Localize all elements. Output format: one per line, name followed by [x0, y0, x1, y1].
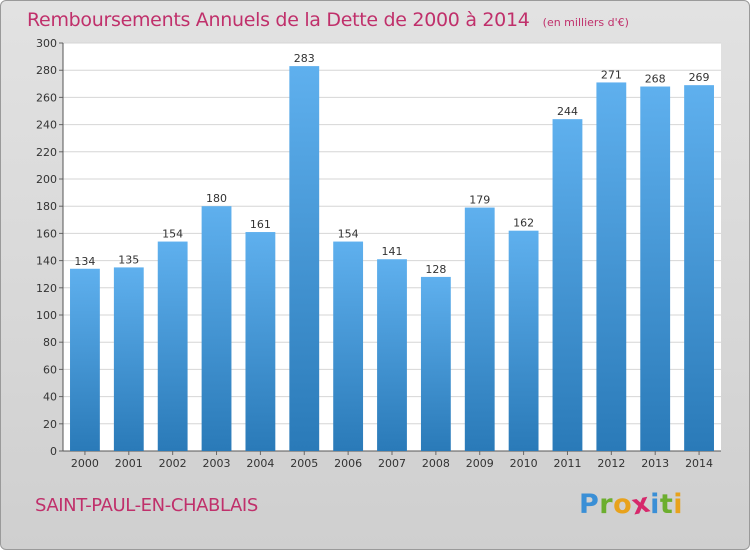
chart-unit-note: (en milliers d'€): [542, 16, 629, 29]
bar: [377, 259, 407, 451]
x-tick-label: 2003: [203, 457, 231, 470]
y-tick-label: 220: [36, 146, 57, 159]
bar: [640, 86, 671, 452]
data-label: 161: [250, 218, 271, 231]
x-tick-label: 2000: [71, 457, 99, 470]
data-label: 180: [206, 192, 227, 205]
data-label: 154: [162, 228, 183, 241]
data-label: 162: [513, 217, 534, 230]
logo-letter: t: [659, 489, 674, 520]
y-tick-label: 120: [36, 282, 57, 295]
x-tick-label: 2004: [246, 457, 274, 470]
data-label: 244: [557, 105, 578, 118]
y-tick-label: 100: [36, 309, 57, 322]
y-tick-label: 40: [43, 391, 57, 404]
bar: [113, 267, 144, 451]
x-tick-label: 2001: [115, 457, 143, 470]
y-tick-label: 260: [36, 91, 57, 104]
x-tick-label: 2014: [685, 457, 713, 470]
bar: [596, 82, 627, 451]
logo-letter: i: [650, 489, 660, 520]
bar: [420, 276, 451, 451]
data-label: 154: [338, 228, 359, 241]
x-tick-label: 2002: [159, 457, 187, 470]
x-tick-label: 2013: [641, 457, 669, 470]
x-tick-label: 2005: [290, 457, 318, 470]
data-label: 179: [469, 194, 490, 207]
data-label: 141: [382, 245, 403, 258]
bar: [684, 85, 714, 451]
y-tick-label: 300: [36, 37, 57, 50]
y-tick-label: 80: [43, 336, 57, 349]
y-tick-label: 240: [36, 119, 57, 132]
commune-name: SAINT-PAUL-EN-CHABLAIS: [35, 495, 258, 516]
logo-letter: P: [579, 489, 600, 520]
y-tick-label: 0: [50, 445, 57, 458]
chart-title: Remboursements Annuels de la Dette de 20…: [27, 9, 530, 31]
x-tick-label: 2012: [597, 457, 625, 470]
logo-letter: r: [599, 489, 614, 520]
y-tick-label: 60: [43, 363, 57, 376]
y-tick-label: 20: [43, 418, 57, 431]
x-tick-label: 2009: [466, 457, 494, 470]
x-tick-label: 2011: [553, 457, 581, 470]
bar: [245, 232, 276, 451]
data-label: 283: [294, 52, 315, 65]
data-label: 269: [689, 71, 710, 84]
bar: [552, 119, 583, 451]
y-tick-label: 160: [36, 227, 57, 240]
bar: [157, 241, 188, 451]
data-label: 128: [425, 263, 446, 276]
x-tick-label: 2008: [422, 457, 450, 470]
y-tick-label: 200: [36, 173, 57, 186]
bar: [289, 66, 320, 452]
bar: [464, 207, 495, 451]
x-tick-label: 2006: [334, 457, 362, 470]
y-tick-label: 180: [36, 200, 57, 213]
data-label: 134: [74, 255, 95, 268]
logo-letter: o: [613, 489, 633, 520]
x-tick-label: 2010: [510, 457, 538, 470]
data-label: 271: [601, 68, 622, 81]
y-tick-label: 280: [36, 64, 57, 77]
proxiti-logo: Proxiti: [579, 487, 684, 521]
bar: [333, 241, 364, 451]
data-label: 268: [645, 73, 666, 86]
bar: [70, 268, 100, 451]
bar: [201, 206, 232, 451]
x-tick-label: 2007: [378, 457, 406, 470]
title-block: Remboursements Annuels de la Dette de 20…: [27, 9, 629, 31]
bar: [508, 230, 539, 451]
data-label: 135: [118, 253, 139, 266]
y-tick-label: 140: [36, 255, 57, 268]
logo-letter: i: [673, 489, 684, 520]
